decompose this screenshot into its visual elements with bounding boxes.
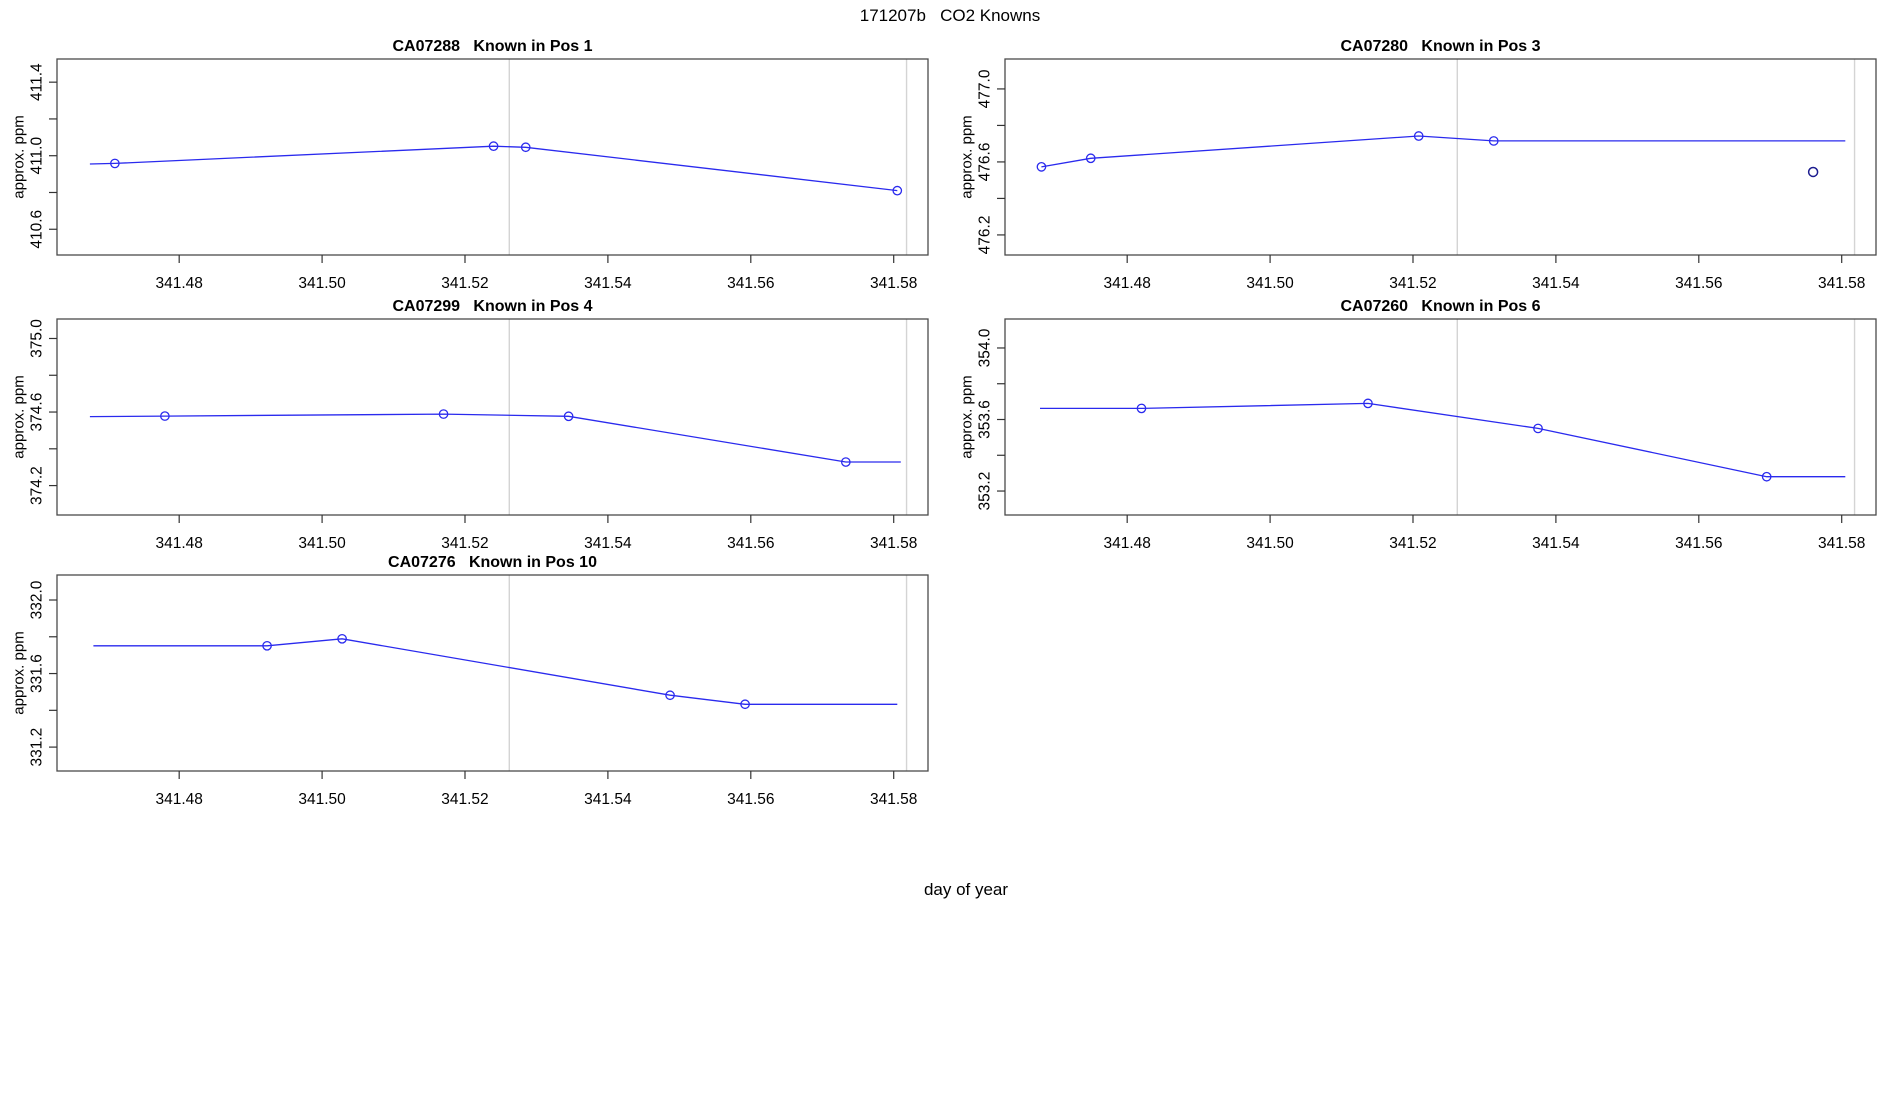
y-axis-label: approx. ppm (959, 115, 976, 198)
data-point-marker (1036, 162, 1047, 172)
data-point-marker (160, 411, 170, 421)
x-tick-label: 341.54 (584, 791, 632, 808)
y-tick-label: 331.2 (29, 728, 46, 767)
x-tick-label: 341.50 (298, 275, 346, 292)
data-point-marker (337, 633, 347, 644)
plot-box (56, 58, 929, 256)
y-tick-label: 411.4 (29, 63, 46, 101)
x-tick-label: 341.52 (441, 535, 488, 552)
x-tick-label: 341.54 (584, 275, 632, 292)
x-tick-label: 341.58 (870, 275, 917, 292)
data-line (1040, 402, 1846, 478)
x-tick-label: 341.50 (298, 535, 346, 552)
x-tick-label: 341.58 (870, 535, 917, 552)
x-tick-label: 341.52 (1389, 535, 1436, 552)
x-tick-label: 341.50 (298, 791, 346, 808)
x-tick-label: 341.56 (727, 791, 774, 808)
panel-title: CA07299 Known in Pos 4 (392, 298, 592, 315)
y-axis-label: approx. ppm (11, 115, 28, 198)
data-line (93, 638, 898, 705)
panel-title: CA07288 Known in Pos 1 (392, 38, 592, 55)
data-point-marker (1761, 471, 1772, 482)
data-point-marker (665, 690, 675, 701)
data-point-marker (110, 158, 120, 169)
x-tick-label: 341.48 (155, 275, 202, 292)
data-point-marker (1533, 423, 1543, 434)
panel-CA07276: 341.48 341.50 341.52 341.54 341.56 341.58 331.… (11, 554, 929, 808)
y-axis-label: approx. ppm (959, 375, 976, 458)
y-axis-label: approx. ppm (11, 375, 28, 458)
x-tick-label: 341.58 (1818, 275, 1865, 292)
x-tick-label: 341.56 (1675, 535, 1722, 552)
data-point-marker (1085, 153, 1096, 164)
data-point-marker (740, 699, 750, 710)
y-tick-label: 374.6 (29, 393, 46, 432)
outlier-point (1807, 166, 1819, 178)
y-tick-label: 476.2 (977, 216, 994, 255)
y-tick-label: 375.0 (29, 319, 46, 358)
y-tick-label: 354.0 (977, 328, 994, 367)
x-tick-label: 341.54 (1532, 535, 1580, 552)
x-tick-label: 341.54 (1532, 275, 1580, 292)
figure-x-axis-label: day of year (923, 880, 1009, 899)
plot-box (1004, 58, 1877, 256)
data-line (89, 413, 901, 463)
plot-box (56, 574, 929, 772)
x-tick-label: 341.48 (1103, 275, 1150, 292)
x-tick-label: 341.54 (584, 535, 632, 552)
y-tick-label: 410.6 (29, 210, 46, 249)
data-point-marker (1488, 136, 1499, 146)
y-tick-label: 476.6 (977, 143, 994, 182)
y-tick-label: 477.0 (977, 69, 994, 108)
x-tick-label: 341.58 (870, 791, 917, 808)
x-tick-label: 341.56 (727, 275, 774, 292)
data-point-marker (262, 640, 272, 651)
panel-CA07288: 341.48 341.50 341.52 341.54 341.56 341.58 410.… (11, 38, 929, 292)
data-point-marker (563, 411, 574, 422)
data-point-marker (1363, 398, 1373, 409)
data-point-marker (520, 142, 531, 153)
x-tick-label: 341.48 (155, 791, 202, 808)
panel-title: CA07276 Known in Pos 10 (388, 554, 597, 571)
x-tick-label: 341.48 (155, 535, 202, 552)
y-tick-label: 374.2 (29, 466, 46, 505)
x-tick-label: 341.56 (727, 535, 774, 552)
data-line (89, 145, 898, 192)
x-tick-label: 341.52 (441, 275, 488, 292)
y-tick-label: 353.6 (977, 400, 994, 439)
panel-CA07299: 341.48 341.50 341.52 341.54 341.56 341.58 374.… (11, 298, 929, 552)
panel-CA07260: 341.48 341.50 341.52 341.54 341.56 341.58 353.… (959, 298, 1877, 552)
panel-CA07280: 341.48 341.50 341.52 341.54 341.56 341.58 476.… (959, 38, 1877, 292)
panel-title: CA07260 Known in Pos 6 (1340, 298, 1540, 315)
x-tick-label: 341.52 (441, 791, 488, 808)
data-point-marker (438, 409, 449, 419)
x-tick-label: 341.52 (1389, 275, 1436, 292)
data-point-marker (1136, 403, 1147, 414)
plot-box (56, 318, 929, 516)
x-tick-label: 341.50 (1246, 535, 1294, 552)
y-tick-label: 332.0 (29, 580, 46, 619)
data-line (1041, 135, 1846, 168)
y-tick-label: 411.0 (29, 137, 46, 175)
plot-box (1004, 318, 1877, 516)
data-point-marker (840, 457, 851, 467)
y-axis-label: approx. ppm (11, 631, 28, 714)
panel-title: CA07280 Known in Pos 3 (1340, 38, 1540, 55)
data-point-marker (488, 141, 499, 152)
x-tick-label: 341.58 (1818, 535, 1865, 552)
data-point-marker (892, 185, 903, 196)
x-tick-label: 341.48 (1103, 535, 1150, 552)
y-tick-label: 353.2 (977, 472, 994, 511)
data-point-marker (1413, 131, 1424, 141)
x-tick-label: 341.56 (1675, 275, 1722, 292)
y-tick-label: 331.6 (29, 654, 46, 693)
x-tick-label: 341.50 (1246, 275, 1294, 292)
figure-title: 171207b CO2 Knowns (859, 6, 1041, 25)
